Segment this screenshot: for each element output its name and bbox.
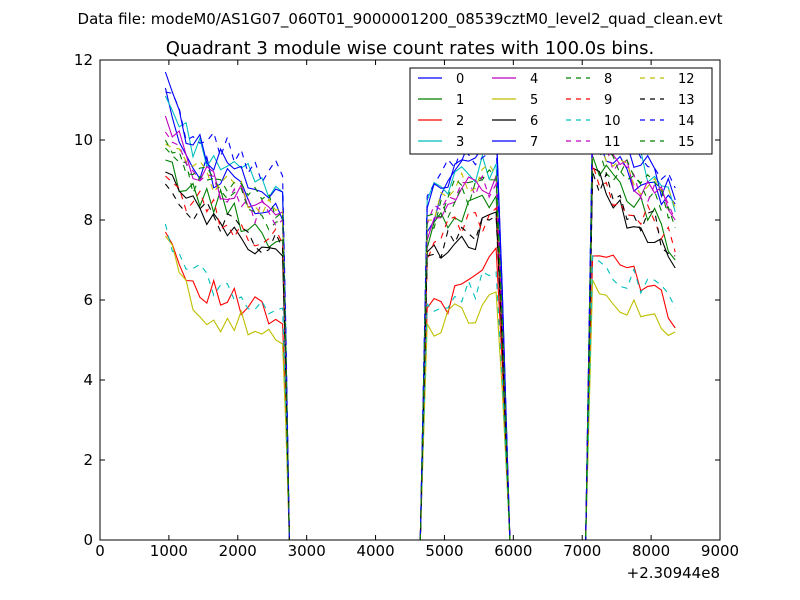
x-offset-label: +2.30944e8: [627, 564, 720, 582]
series-line-13: [164, 171, 676, 541]
x-tick-label: 2000: [219, 542, 257, 560]
series-line-15: [164, 131, 676, 541]
legend-label-15: 15: [678, 135, 695, 150]
legend-label-6: 6: [530, 114, 538, 129]
chart-title: Quadrant 3 module wise count rates with …: [166, 38, 655, 59]
x-tick-label: 6000: [494, 542, 532, 560]
y-tick-label: 6: [83, 291, 93, 309]
x-axis-ticks: 0 1000 2000 3000 4000 5000 6000 7000 8000 9000: [95, 60, 739, 560]
x-tick-label: 5000: [425, 542, 463, 560]
legend-label-9: 9: [604, 93, 612, 108]
y-tick-label: 0: [83, 531, 93, 549]
x-tick-label: 8000: [632, 542, 670, 560]
x-tick-label: 9000: [701, 542, 739, 560]
y-tick-label: 10: [74, 131, 93, 149]
legend-label-14: 14: [678, 114, 695, 129]
x-tick-label: 4000: [356, 542, 394, 560]
legend-label-2: 2: [456, 114, 464, 129]
legend-label-13: 13: [678, 93, 695, 108]
legend-label-12: 12: [678, 72, 695, 87]
legend-label-8: 8: [604, 72, 612, 87]
x-tick-label: 0: [95, 542, 105, 560]
y-tick-label: 12: [74, 51, 93, 69]
legend-label-4: 4: [530, 72, 538, 87]
legend-label-1: 1: [456, 93, 464, 108]
legend-label-7: 7: [530, 135, 538, 150]
legend-label-11: 11: [604, 135, 621, 150]
figure-suptitle: Data file: modeM0/AS1G07_060T01_90000012…: [78, 10, 723, 29]
legend-frame: [409, 67, 713, 155]
y-tick-label: 8: [83, 211, 93, 229]
legend-label-0: 0: [456, 72, 464, 87]
x-tick-label: 3000: [288, 542, 326, 560]
series-line-11: [164, 131, 676, 541]
y-tick-label: 4: [83, 371, 93, 389]
legend-label-3: 3: [456, 135, 464, 150]
y-tick-label: 2: [83, 451, 93, 469]
x-tick-label: 7000: [563, 542, 601, 560]
x-tick-label: 1000: [150, 542, 188, 560]
legend-label-10: 10: [604, 114, 621, 129]
legend-label-5: 5: [530, 93, 538, 108]
